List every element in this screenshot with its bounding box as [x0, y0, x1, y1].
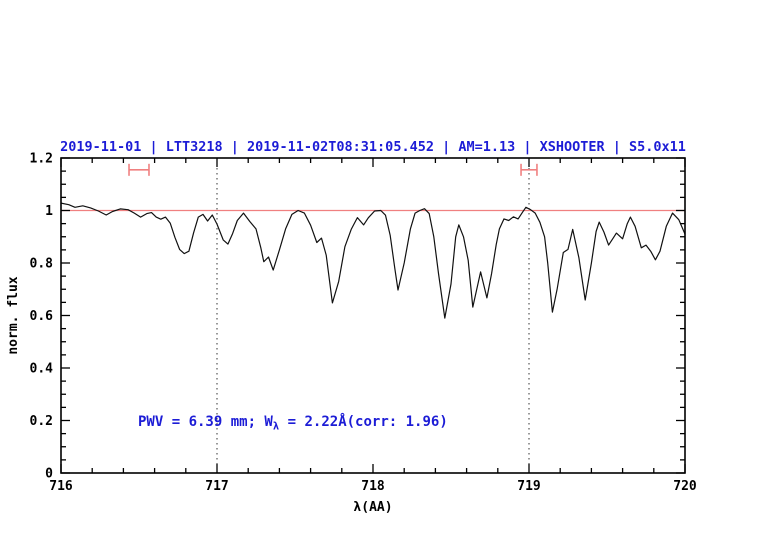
pwv-annotation: PWV = 6.39 mm; Wλ = 2.22Å(corr: 1.96)	[138, 413, 448, 433]
equivalent-width-errorbars	[128, 163, 538, 176]
chart-title: 2019-11-01 | LTT3218 | 2019-11-02T08:31:…	[60, 139, 686, 155]
y-tick-label: 0.4	[30, 362, 54, 377]
spectrum-series-group	[60, 202, 686, 319]
y-tick-label: 0.6	[30, 309, 54, 324]
tick-labels: 716 717 718 719 720 0 0.2 0.4 0.6 0.8 1 1.2	[30, 152, 697, 495]
y-axis-label: norm. flux	[6, 276, 21, 354]
x-tick-label: 716	[49, 479, 73, 494]
y-tick-label: 1	[45, 204, 53, 219]
y-tick-label: 0.8	[30, 257, 54, 272]
pwv-annotation-main: PWV = 6.39 mm; W	[138, 414, 273, 430]
x-tick-label: 718	[361, 479, 385, 494]
x-tick-label: 720	[673, 479, 697, 494]
errorbar	[128, 163, 150, 176]
lambda-subscript: λ	[273, 421, 279, 433]
errorbar	[520, 163, 538, 176]
x-tick-label: 717	[205, 479, 228, 494]
y-tick-label: 1.2	[30, 152, 53, 167]
pwv-annotation-rest: = 2.22Å(corr: 1.96)	[279, 413, 448, 430]
x-tick-label: 719	[517, 479, 540, 494]
plot-frame-and-ticks	[60, 157, 686, 474]
x-axis-label: λ(AA)	[353, 500, 392, 515]
telluric-spectrum-line	[60, 202, 686, 319]
y-tick-label: 0	[45, 467, 53, 482]
y-tick-label: 0.2	[30, 414, 53, 429]
